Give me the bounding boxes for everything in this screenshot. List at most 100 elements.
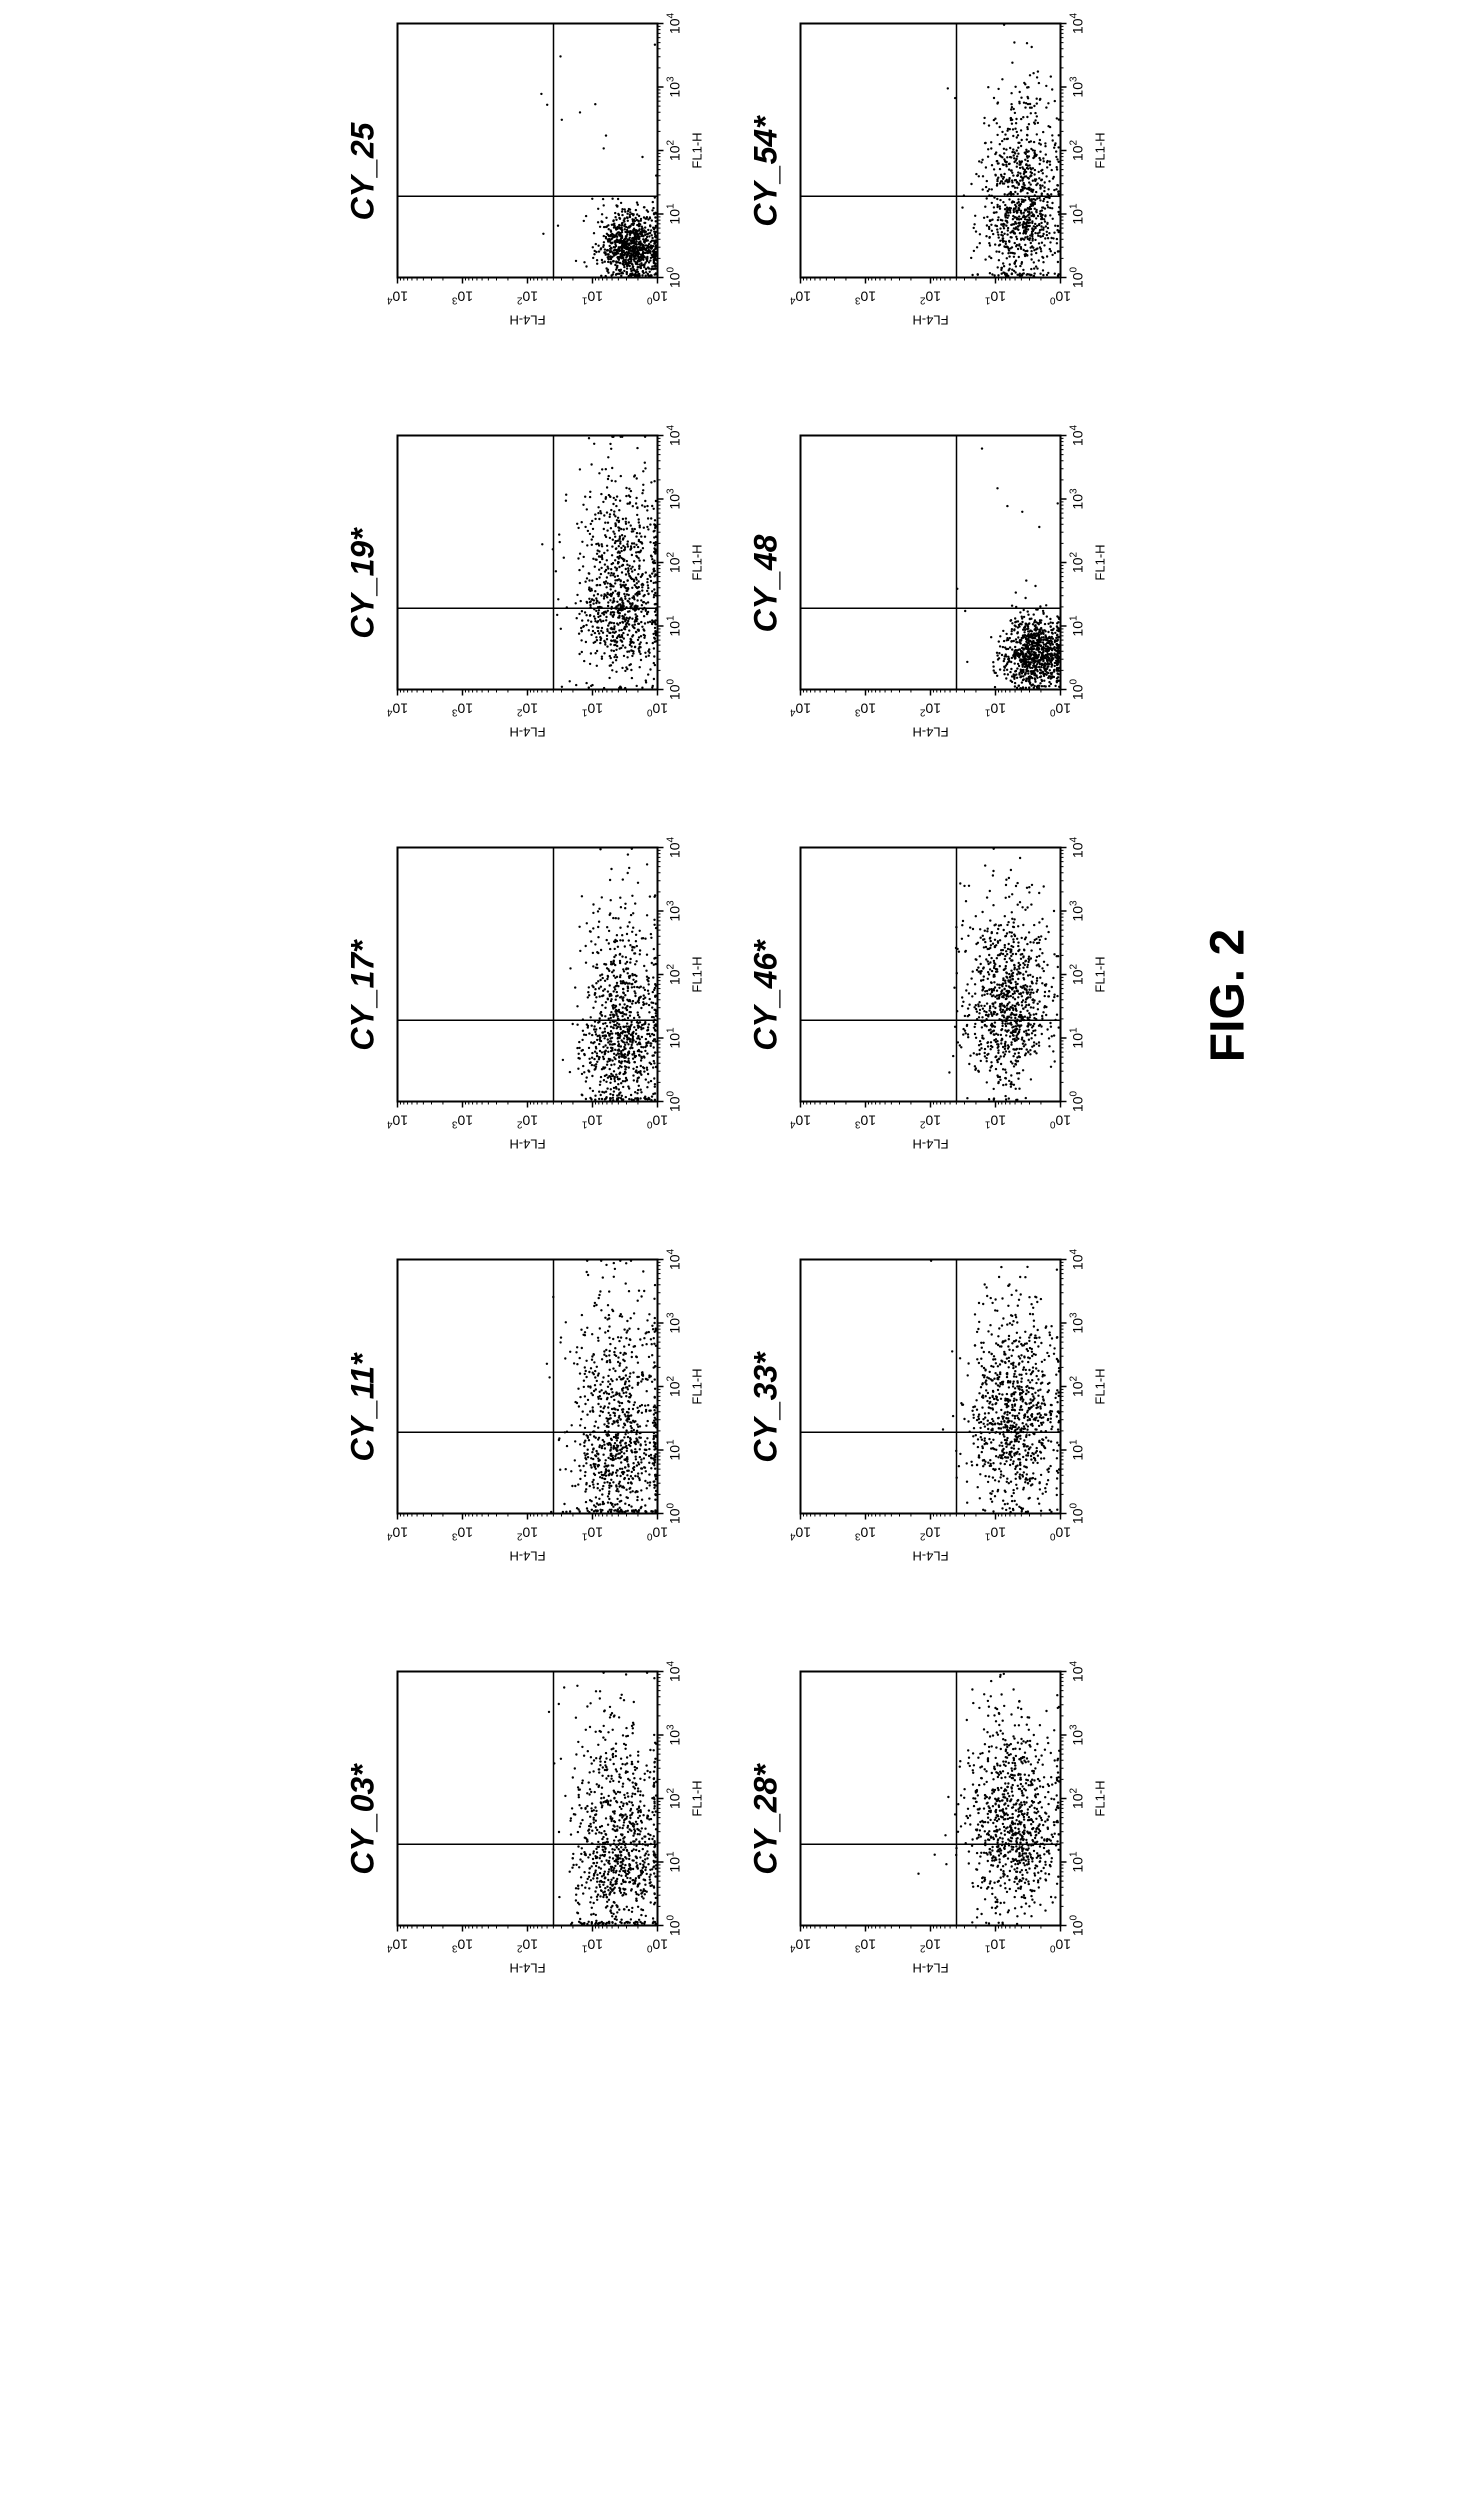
svg-text:102: 102 <box>516 701 538 718</box>
panel-title: CY_19* <box>345 528 382 638</box>
svg-text:101: 101 <box>666 203 683 225</box>
figure-caption: FIG. 2 <box>1201 0 1256 2006</box>
x-axis-label: FL1-H <box>690 1368 705 1404</box>
y-axis-label: FL4-H <box>509 313 545 328</box>
plot-area: 100101102103104100101102103104 FL1-H FL4… <box>791 12 1111 332</box>
svg-text:101: 101 <box>666 1851 683 1873</box>
plot-area: 100101102103104100101102103104 FL1-H FL4… <box>388 424 708 744</box>
plot-area: 100101102103104100101102103104 FL1-H FL4… <box>791 1660 1111 1980</box>
panel-CY_33: CY_33* 100101102103104100101102103104 FL… <box>748 1248 1111 1568</box>
svg-text:100: 100 <box>666 1914 683 1936</box>
x-axis-label: FL1-H <box>690 544 705 580</box>
svg-text:102: 102 <box>666 963 683 985</box>
plot-area: 100101102103104100101102103104 FL1-H FL4… <box>791 424 1111 744</box>
svg-text:100: 100 <box>646 1937 668 1954</box>
panel-CY_03: CY_03* 100 101 102 103 104 100 101 102 103 104 FL… <box>345 1660 708 1980</box>
scatter-plot: 100101102103104100101102103104 FL1-H FL4… <box>388 12 708 332</box>
svg-text:100: 100 <box>666 266 683 288</box>
svg-text:102: 102 <box>516 1525 538 1542</box>
panel-grid: CY_03* 100 101 102 103 104 100 101 102 103 104 FL… <box>345 0 1111 2006</box>
svg-text:103: 103 <box>451 1113 473 1130</box>
y-axis-label: FL4-H <box>509 1961 545 1976</box>
svg-text:104: 104 <box>388 701 409 718</box>
scatter-plot: 100101102103104100101102103104 FL1-H FL4… <box>388 836 708 1156</box>
panel-title: CY_46* <box>748 940 785 1050</box>
svg-text:104: 104 <box>388 1525 409 1542</box>
plot-area: 100 101 102 103 104 100 101 102 103 104 FL1-H FL4… <box>388 1660 708 1980</box>
panel-title: CY_03* <box>345 1764 382 1874</box>
plot-area: 100 101 102 103 104 100 101 102 103 104 FL1-H FL4… <box>388 1248 708 1568</box>
svg-text:102: 102 <box>516 1937 538 1954</box>
svg-text:100: 100 <box>646 1113 668 1130</box>
figure-container: CY_03* 100 101 102 103 104 100 101 102 103 104 FL… <box>345 0 1256 2006</box>
x-axis-label: FL1-H <box>690 132 705 168</box>
svg-text:101: 101 <box>581 1113 603 1130</box>
svg-text:103: 103 <box>666 488 683 510</box>
svg-text:100: 100 <box>666 678 683 700</box>
scatter-plot: 100101102103104100101102103104 FL1-H FL4… <box>791 1660 1111 1980</box>
svg-text:101: 101 <box>666 1439 683 1461</box>
svg-text:101: 101 <box>666 615 683 637</box>
y-axis-label: FL4-H <box>912 1549 948 1564</box>
svg-text:103: 103 <box>666 76 683 98</box>
scatter-plot: 100101102103104100101102103104 FL1-H FL4… <box>791 1248 1111 1568</box>
svg-text:101: 101 <box>581 1525 603 1542</box>
svg-text:102: 102 <box>516 1113 538 1130</box>
panel-CY_11: CY_11* 100101102103104100101102103104 FL… <box>345 1248 708 1568</box>
panel-title: CY_48 <box>748 535 785 633</box>
svg-text:104: 104 <box>666 1248 683 1270</box>
svg-text:103: 103 <box>451 1525 473 1542</box>
scatter-plot: 100 101 102 103 104 100 101 102 103 104 FL1-H FL4… <box>388 1660 708 1980</box>
panel-CY_19: CY_19* 100 101 102 103 104 100 101 102 103 104 FL… <box>345 424 708 744</box>
svg-text:101: 101 <box>666 1027 683 1049</box>
y-axis-label: FL4-H <box>912 725 948 740</box>
svg-text:100: 100 <box>666 1502 683 1524</box>
svg-text:103: 103 <box>451 701 473 718</box>
x-axis-label: FL1-H <box>1093 132 1108 168</box>
plot-area: 100101102103104100101102103104 FL1-H FL4… <box>388 12 708 332</box>
plot-area: 100101102103104100101102103104 FL1-H FL4… <box>388 836 708 1156</box>
svg-text:104: 104 <box>666 1660 683 1682</box>
svg-text:103: 103 <box>666 1312 683 1334</box>
panel-CY_25: CY_25 100101102103104100101102103104 FL1… <box>345 12 708 332</box>
svg-text:102: 102 <box>666 551 683 573</box>
svg-text:100: 100 <box>646 701 668 718</box>
x-axis-label: FL1-H <box>1093 1368 1108 1404</box>
scatter-plot: 100 101 102 103 104 100 101 102 103 104 FL1-H FL4… <box>388 1248 708 1568</box>
svg-text:101: 101 <box>581 289 603 306</box>
svg-text:103: 103 <box>666 900 683 922</box>
x-axis-label: FL1-H <box>690 956 705 992</box>
svg-text:103: 103 <box>666 1724 683 1746</box>
panel-title: CY_54* <box>748 116 785 226</box>
panel-CY_28: CY_28* 100101102103104100101102103104 FL… <box>748 1660 1111 1980</box>
x-axis-label: FL1-H <box>1093 544 1108 580</box>
svg-text:102: 102 <box>666 1375 683 1397</box>
svg-text:104: 104 <box>388 1113 409 1130</box>
y-axis-label: FL4-H <box>912 1137 948 1152</box>
panel-CY_17: CY_17* 100101102103104100101102103104 FL… <box>345 836 708 1156</box>
plot-area: 100101102103104100101102103104 FL1-H FL4… <box>791 836 1111 1156</box>
svg-text:100: 100 <box>666 1090 683 1112</box>
x-axis-label: FL1-H <box>1093 956 1108 992</box>
panel-CY_48: CY_48 100101102103104100101102103104 FL1… <box>748 424 1111 744</box>
svg-text:104: 104 <box>666 836 683 858</box>
scatter-plot: 100101102103104100101102103104 FL1-H FL4… <box>791 836 1111 1156</box>
svg-text:104: 104 <box>388 1937 409 1954</box>
y-axis-label: FL4-H <box>509 1549 545 1564</box>
svg-text:104: 104 <box>666 12 683 34</box>
x-axis-label: FL1-H <box>1093 1780 1108 1816</box>
svg-text:100: 100 <box>646 1525 668 1542</box>
scatter-plot: 100101102103104100101102103104 FL1-H FL4… <box>388 424 708 744</box>
svg-text:104: 104 <box>666 424 683 446</box>
panel-CY_46: CY_46* 100101102103104100101102103104 FL… <box>748 836 1111 1156</box>
panel-title: CY_33* <box>748 1352 785 1462</box>
svg-text:100: 100 <box>646 289 668 306</box>
panel-title: CY_28* <box>748 1764 785 1874</box>
svg-text:103: 103 <box>451 1937 473 1954</box>
x-axis-label: FL1-H <box>690 1780 705 1816</box>
svg-text:101: 101 <box>581 701 603 718</box>
panel-title: CY_25 <box>345 123 382 221</box>
svg-text:102: 102 <box>666 1787 683 1809</box>
svg-text:101: 101 <box>581 1937 603 1954</box>
scatter-plot: 100101102103104100101102103104 FL1-H FL4… <box>791 12 1111 332</box>
